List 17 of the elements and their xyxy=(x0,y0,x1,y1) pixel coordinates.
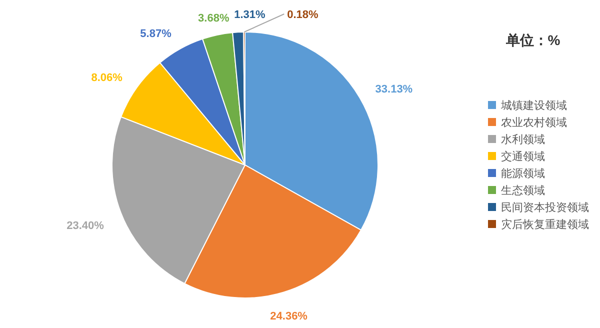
data-label: 33.13% xyxy=(375,84,413,96)
data-label: 23.40% xyxy=(66,220,104,232)
legend-label: 农业农村领域 xyxy=(501,116,567,129)
data-label: 3.68% xyxy=(198,12,230,24)
data-label: 8.06% xyxy=(91,72,123,84)
data-label: 5.87% xyxy=(140,28,172,40)
legend-label: 城镇建设领域 xyxy=(500,99,567,112)
text: 单位：% xyxy=(504,32,561,48)
legend-label: 灾后恢复重建领域 xyxy=(501,218,589,231)
legend-label: 水利领域 xyxy=(501,133,545,146)
legend-label: 民间资本投资领域 xyxy=(501,201,589,214)
legend-label: 生态领域 xyxy=(501,184,545,197)
legend-label: 能源领域 xyxy=(501,167,545,180)
data-label: 0.18% xyxy=(287,9,319,21)
data-label: 1.31% xyxy=(234,9,266,22)
data-label: 24.36% xyxy=(270,310,308,323)
legend-label: 交通领域 xyxy=(501,150,545,163)
